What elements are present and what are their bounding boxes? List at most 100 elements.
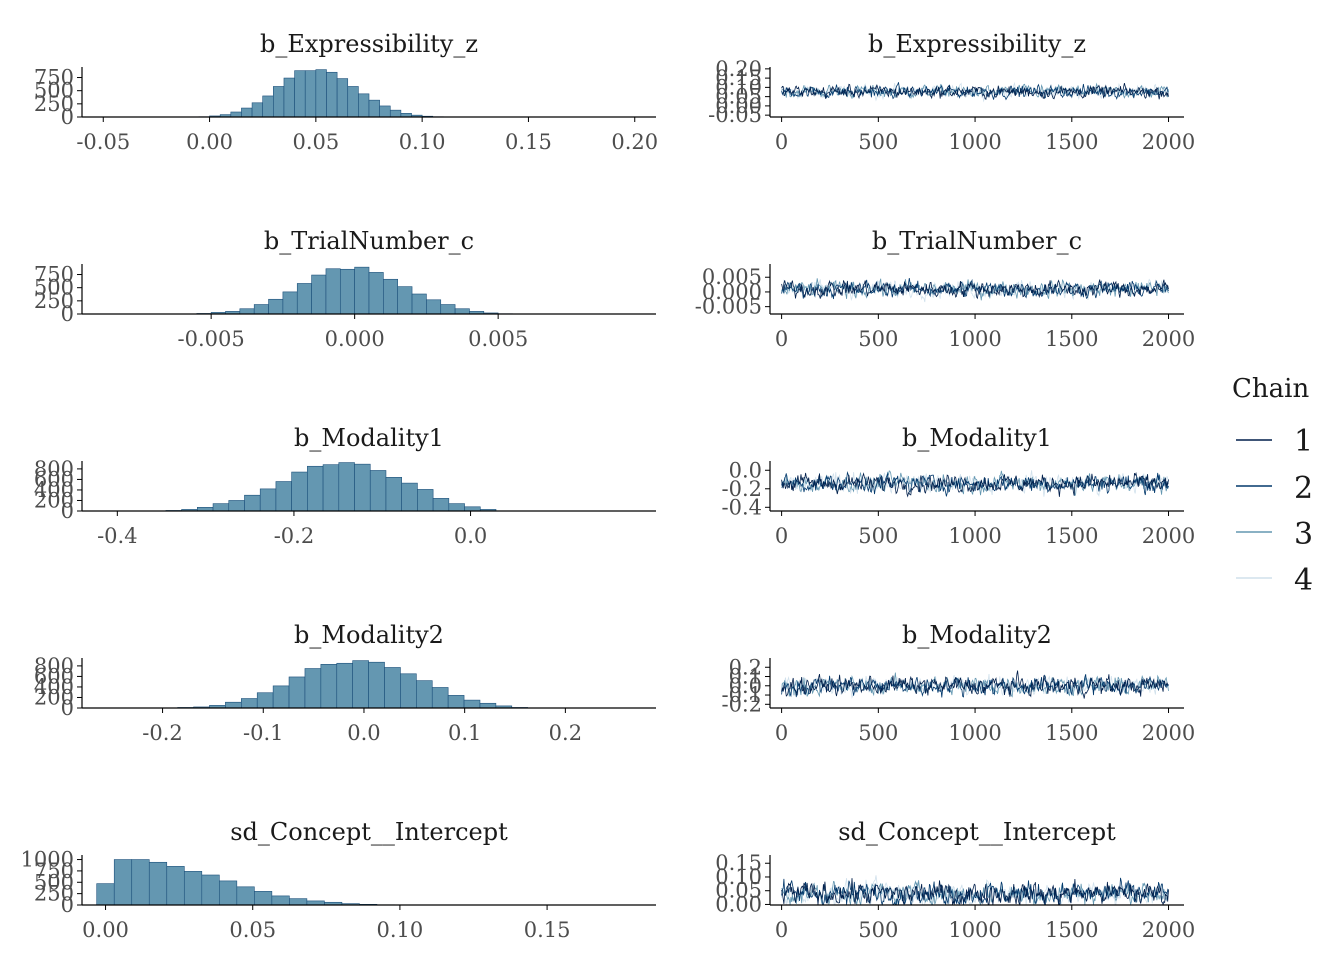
histogram-bar [368, 99, 380, 118]
histogram-bar [336, 78, 349, 118]
x-tick-label: 500 [858, 130, 898, 154]
trace-line-chain-3 [781, 470, 1169, 497]
y-tick-label: 0 [61, 893, 74, 917]
histogram-bar [166, 866, 185, 906]
x-tick-label: 0 [775, 721, 788, 745]
x-tick-label: 0.0 [347, 721, 380, 745]
y-tick-label: 750 [34, 859, 74, 883]
y-tick-label: 0 [61, 696, 74, 720]
legend-item-1: 1 [1236, 424, 1313, 459]
panel-title: b_Expressibility_z [868, 30, 1086, 58]
y-tick-label: 250 [34, 289, 74, 313]
x-tick-label: 1500 [1045, 130, 1098, 154]
histogram-bar [411, 293, 427, 315]
histogram-bar [379, 105, 391, 118]
histogram-b-trialnumber-c: b_TrialNumber_c -0.005 0.000 0.005 025050075… [34, 227, 656, 351]
x-tick-label: 0.1 [448, 721, 481, 745]
x-tick-label: 0 [775, 130, 788, 154]
x-tick-label: 0 [775, 918, 788, 942]
y-tick-label: 0.15 [715, 851, 762, 875]
histogram-bar [385, 477, 402, 512]
x-tick-label: 0.15 [505, 130, 552, 154]
x-tick-label: 2000 [1142, 327, 1195, 351]
trace-b-trialnumber-c: b_TrialNumber_c0 500 1000 1500 2000-0.0050.0… [695, 227, 1195, 351]
histogram-sd-concept-intercept: sd_Concept__Intercept 0.00 0.05 0.10 0.15 025… [21, 818, 656, 942]
x-tick-label: -0.1 [243, 721, 284, 745]
y-tick-label: -0.1 [722, 683, 763, 707]
y-tick-label: -0.4 [722, 495, 763, 519]
histogram-bar [336, 662, 353, 709]
chain-legend: Chain 1 2 3 4 [1232, 374, 1313, 598]
x-tick-label: -0.005 [178, 327, 245, 351]
panel-title: sd_Concept__Intercept [230, 818, 508, 846]
histogram-bar [307, 465, 324, 512]
panel-title: b_TrialNumber_c [872, 227, 1082, 255]
histogram-bar [96, 883, 115, 906]
histogram-bar [432, 498, 450, 512]
trace-line-chain-1 [781, 279, 1169, 300]
histogram-bar [426, 299, 442, 315]
histogram-bar [311, 274, 327, 315]
legend-label-chain-2: 2 [1294, 471, 1313, 506]
x-tick-label: 500 [858, 524, 898, 548]
trace-b-modality2: b_Modality2 0 500 1000 1500 2000 -0.2-0.10.00.… [722, 621, 1196, 745]
x-tick-label: 1500 [1045, 721, 1098, 745]
histogram-bar [306, 900, 325, 906]
histogram-bar [219, 880, 238, 906]
histogram-bar [251, 102, 264, 118]
histogram-bar [454, 308, 470, 315]
histogram-bar [358, 93, 370, 118]
x-tick-label: 1500 [1045, 327, 1098, 351]
panel-title: b_Expressibility_z [260, 30, 478, 58]
y-tick-label: 0 [61, 302, 74, 326]
x-tick-label: 0.20 [611, 130, 658, 154]
histogram-bar [254, 891, 273, 906]
histogram-bar [368, 272, 384, 315]
y-tick-label: 600 [34, 664, 74, 688]
histogram-bar [183, 871, 203, 906]
y-tick-label: 0.15 [715, 66, 762, 90]
histogram-bar [271, 895, 290, 906]
x-tick-label: 500 [858, 327, 898, 351]
y-tick-label: 0 [61, 499, 74, 523]
x-tick-label: -0.4 [97, 524, 138, 548]
y-tick-label: 0 [61, 105, 74, 129]
panel-title: b_Modality2 [294, 621, 444, 649]
y-tick-label: 250 [34, 92, 74, 116]
histogram-bar [400, 673, 417, 709]
histogram-bar [272, 685, 290, 709]
x-tick-label: 2000 [1142, 918, 1195, 942]
y-tick-label: 750 [34, 263, 74, 287]
x-tick-label: 0.15 [524, 918, 571, 942]
histogram-bar [288, 676, 306, 709]
x-tick-label: 500 [858, 721, 898, 745]
trace-line-chain-2 [781, 877, 1169, 906]
trace-line-chain-1 [781, 83, 1169, 101]
histogram-bar [479, 702, 497, 709]
y-tick-label: 200 [34, 488, 74, 512]
histogram-bar [416, 680, 433, 709]
histogram-bar [389, 109, 402, 118]
y-tick-label: -0.2 [722, 692, 763, 716]
histogram-bar [225, 701, 242, 709]
histogram-bar [347, 86, 359, 118]
histogram-bar [228, 500, 245, 512]
y-tick-label: 800 [34, 457, 74, 481]
x-tick-label: 0.10 [399, 130, 446, 154]
trace-line-chain-2 [781, 674, 1169, 698]
histogram-bar [464, 506, 481, 512]
histogram-bar [463, 699, 481, 709]
histogram-bar [131, 859, 150, 906]
histogram-bar [275, 481, 292, 512]
x-tick-label: 1000 [948, 130, 1001, 154]
x-tick-label: 0.000 [325, 327, 385, 351]
legend-label-chain-3: 3 [1294, 517, 1313, 552]
legend-item-2: 2 [1236, 471, 1313, 506]
histogram-bar [296, 283, 312, 315]
x-tick-label: 0.00 [186, 130, 233, 154]
histogram-bar [354, 266, 370, 315]
histogram-bar [148, 861, 168, 906]
y-tick-label: 400 [34, 478, 74, 502]
histogram-bar [440, 304, 456, 315]
